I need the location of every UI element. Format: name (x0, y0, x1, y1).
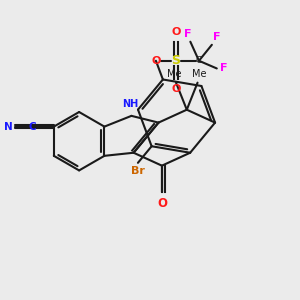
Text: F: F (220, 64, 227, 74)
Text: O: O (158, 197, 167, 210)
Text: O: O (151, 56, 160, 66)
Text: C: C (28, 122, 36, 132)
Text: O: O (171, 84, 181, 94)
Text: F: F (213, 32, 221, 42)
Text: C: C (196, 56, 202, 65)
Text: Me: Me (192, 69, 206, 79)
Text: Br: Br (131, 166, 145, 176)
Text: N: N (4, 122, 13, 132)
Text: S: S (171, 54, 180, 67)
Text: O: O (171, 27, 181, 37)
Text: F: F (184, 29, 191, 39)
Text: NH: NH (122, 99, 138, 110)
Text: Me: Me (167, 69, 182, 79)
